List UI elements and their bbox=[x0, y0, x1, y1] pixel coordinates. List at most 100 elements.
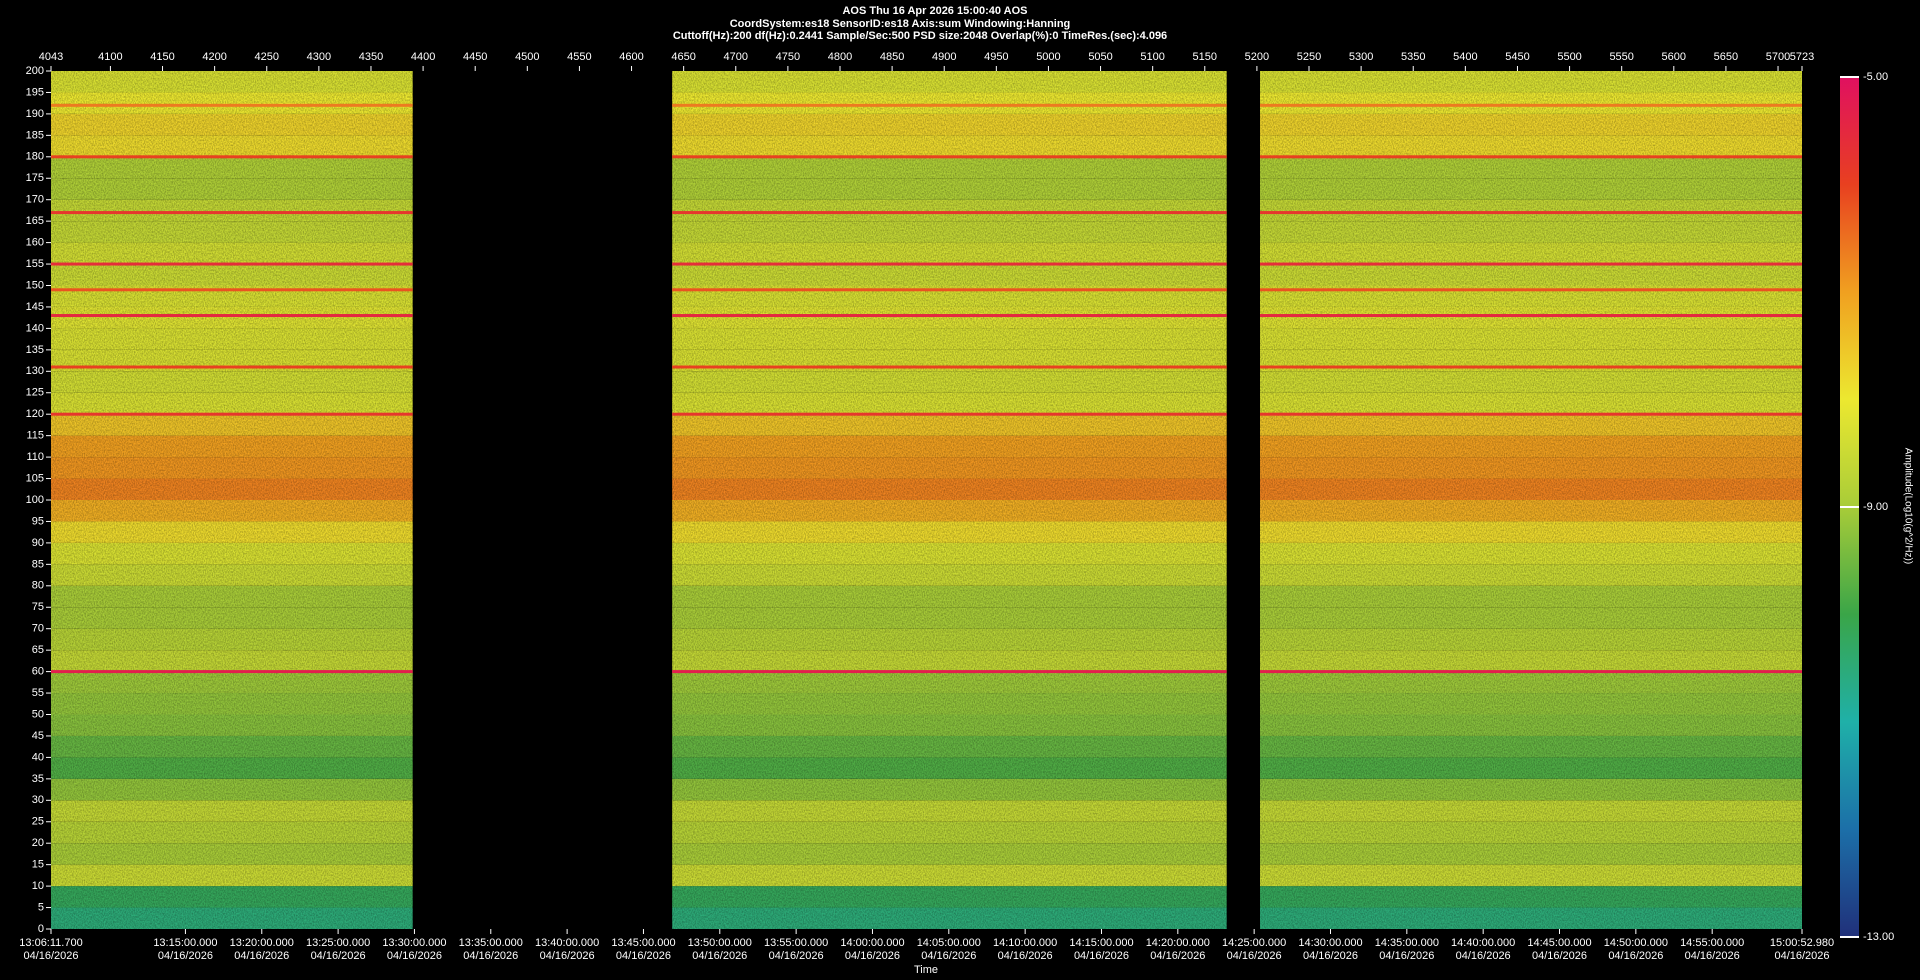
y-tick-label: 135 bbox=[26, 344, 44, 356]
x-tick-date: 04/16/2026 bbox=[1532, 950, 1587, 962]
x-tick-label: 14:35:00.000 bbox=[1375, 937, 1439, 949]
x2-tick-label: 5550 bbox=[1609, 51, 1633, 63]
harmonic-line bbox=[51, 288, 413, 292]
y-tick-label: 10 bbox=[32, 880, 44, 892]
x-tick-date: 04/16/2026 bbox=[23, 950, 78, 962]
y-tick-label: 5 bbox=[38, 901, 44, 913]
x-tick-date: 04/16/2026 bbox=[463, 950, 518, 962]
texture bbox=[1260, 71, 1802, 929]
harmonic-line bbox=[1260, 155, 1802, 159]
x-tick-label: 13:50:00.000 bbox=[688, 937, 752, 949]
y-tick-label: 100 bbox=[26, 494, 44, 506]
harmonic-line bbox=[1260, 288, 1802, 292]
harmonic-line bbox=[672, 314, 1227, 318]
x2-tick-label: 4650 bbox=[671, 51, 695, 63]
x-tick-date: 04/16/2026 bbox=[387, 950, 442, 962]
harmonic-line bbox=[672, 365, 1227, 369]
x2-tick-label: 4350 bbox=[359, 51, 383, 63]
harmonic-line bbox=[672, 262, 1227, 266]
x2-tick-label: 4550 bbox=[567, 51, 591, 63]
x2-tick-label: 5500 bbox=[1557, 51, 1581, 63]
y-tick-label: 35 bbox=[32, 773, 44, 785]
x-tick-date: 04/16/2026 bbox=[1456, 950, 1511, 962]
x-tick-date: 04/16/2026 bbox=[845, 950, 900, 962]
harmonic-line bbox=[672, 670, 1227, 674]
y-tick-label: 55 bbox=[32, 687, 44, 699]
y-tick-label: 40 bbox=[32, 751, 44, 763]
harmonic-line bbox=[51, 412, 413, 416]
x-tick-date: 04/16/2026 bbox=[540, 950, 595, 962]
x-tick-date: 04/16/2026 bbox=[158, 950, 213, 962]
y-tick-label: 0 bbox=[38, 923, 44, 935]
harmonic-line bbox=[1260, 670, 1802, 674]
y-tick-label: 130 bbox=[26, 365, 44, 377]
y-tick-label: 145 bbox=[26, 301, 44, 313]
y-tick-label: 90 bbox=[32, 537, 44, 549]
x2-tick-label: 4200 bbox=[202, 51, 226, 63]
x2-tick-label: 5000 bbox=[1036, 51, 1060, 63]
x-tick-date: 04/16/2026 bbox=[1608, 950, 1663, 962]
harmonic-line bbox=[51, 314, 413, 318]
x-tick-label: 13:45:00.000 bbox=[611, 937, 675, 949]
x2-tick-label: 4600 bbox=[619, 51, 643, 63]
harmonic-line bbox=[51, 262, 413, 266]
x2-tick-label: 5700 bbox=[1766, 51, 1790, 63]
harmonic-line bbox=[1260, 412, 1802, 416]
x2-tick-label: 4150 bbox=[150, 51, 174, 63]
x2-tick-label: 4100 bbox=[98, 51, 122, 63]
x2-tick-label: 4950 bbox=[984, 51, 1008, 63]
y-tick-label: 175 bbox=[26, 172, 44, 184]
harmonic-line bbox=[1260, 314, 1802, 318]
y-tick-label: 180 bbox=[26, 151, 44, 163]
x2-tick-label: 4500 bbox=[515, 51, 539, 63]
colorbar-tick-label: -5.00 bbox=[1863, 71, 1888, 83]
harmonic-line bbox=[1260, 365, 1802, 369]
x-tick-date: 04/16/2026 bbox=[921, 950, 976, 962]
x-tick-label: 14:05:00.000 bbox=[917, 937, 981, 949]
y-tick-label: 50 bbox=[32, 708, 44, 720]
y-tick-label: 105 bbox=[26, 472, 44, 484]
x-tick-date: 04/16/2026 bbox=[616, 950, 671, 962]
y-tick-label: 170 bbox=[26, 194, 44, 206]
y-tick-label: 160 bbox=[26, 237, 44, 249]
x-tick-label: 13:40:00.000 bbox=[535, 937, 599, 949]
y-tick-label: 140 bbox=[26, 322, 44, 334]
x-tick-date: 04/16/2026 bbox=[1685, 950, 1740, 962]
x-tick-label: 13:55:00.000 bbox=[764, 937, 828, 949]
x2-tick-label: 5650 bbox=[1714, 51, 1738, 63]
x2-tick-label: 4450 bbox=[463, 51, 487, 63]
x2-tick-label: 5050 bbox=[1088, 51, 1112, 63]
x-tick-date: 04/16/2026 bbox=[769, 950, 824, 962]
x-tick-label: 13:25:00.000 bbox=[306, 937, 370, 949]
y-tick-label: 190 bbox=[26, 108, 44, 120]
x2-tick-label: 5200 bbox=[1245, 51, 1269, 63]
x2-tick-label: 4850 bbox=[880, 51, 904, 63]
harmonic-line bbox=[672, 211, 1227, 215]
harmonic-line bbox=[51, 211, 413, 215]
x-tick-date: 04/16/2026 bbox=[692, 950, 747, 962]
harmonic-line bbox=[51, 103, 413, 107]
x-tick-label: 14:55:00.000 bbox=[1680, 937, 1744, 949]
y-tick-label: 15 bbox=[32, 859, 44, 871]
harmonic-line bbox=[1260, 262, 1802, 266]
colorbar-tick-label: -13.00 bbox=[1863, 931, 1894, 943]
x2-tick-label: 5300 bbox=[1349, 51, 1373, 63]
y-tick-label: 25 bbox=[32, 816, 44, 828]
y-tick-label: 185 bbox=[26, 129, 44, 141]
y-tick-label: 60 bbox=[32, 666, 44, 678]
x-tick-date: 04/16/2026 bbox=[1303, 950, 1358, 962]
x-tick-label: 13:35:00.000 bbox=[459, 937, 523, 949]
y-tick-label: 65 bbox=[32, 644, 44, 656]
x-tick-label: 14:45:00.000 bbox=[1527, 937, 1591, 949]
y-tick-label: 165 bbox=[26, 215, 44, 227]
x-tick-date: 04/16/2026 bbox=[1379, 950, 1434, 962]
y-tick-label: 120 bbox=[26, 408, 44, 420]
x-tick-label: 14:00:00.000 bbox=[840, 937, 904, 949]
texture bbox=[51, 71, 413, 929]
x2-tick-label: 5450 bbox=[1505, 51, 1529, 63]
x-tick-label: 14:30:00.000 bbox=[1298, 937, 1362, 949]
x2-tick-label: 4750 bbox=[776, 51, 800, 63]
x-tick-label: 14:15:00.000 bbox=[1069, 937, 1133, 949]
x-tick-date: 04/16/2026 bbox=[1227, 950, 1282, 962]
